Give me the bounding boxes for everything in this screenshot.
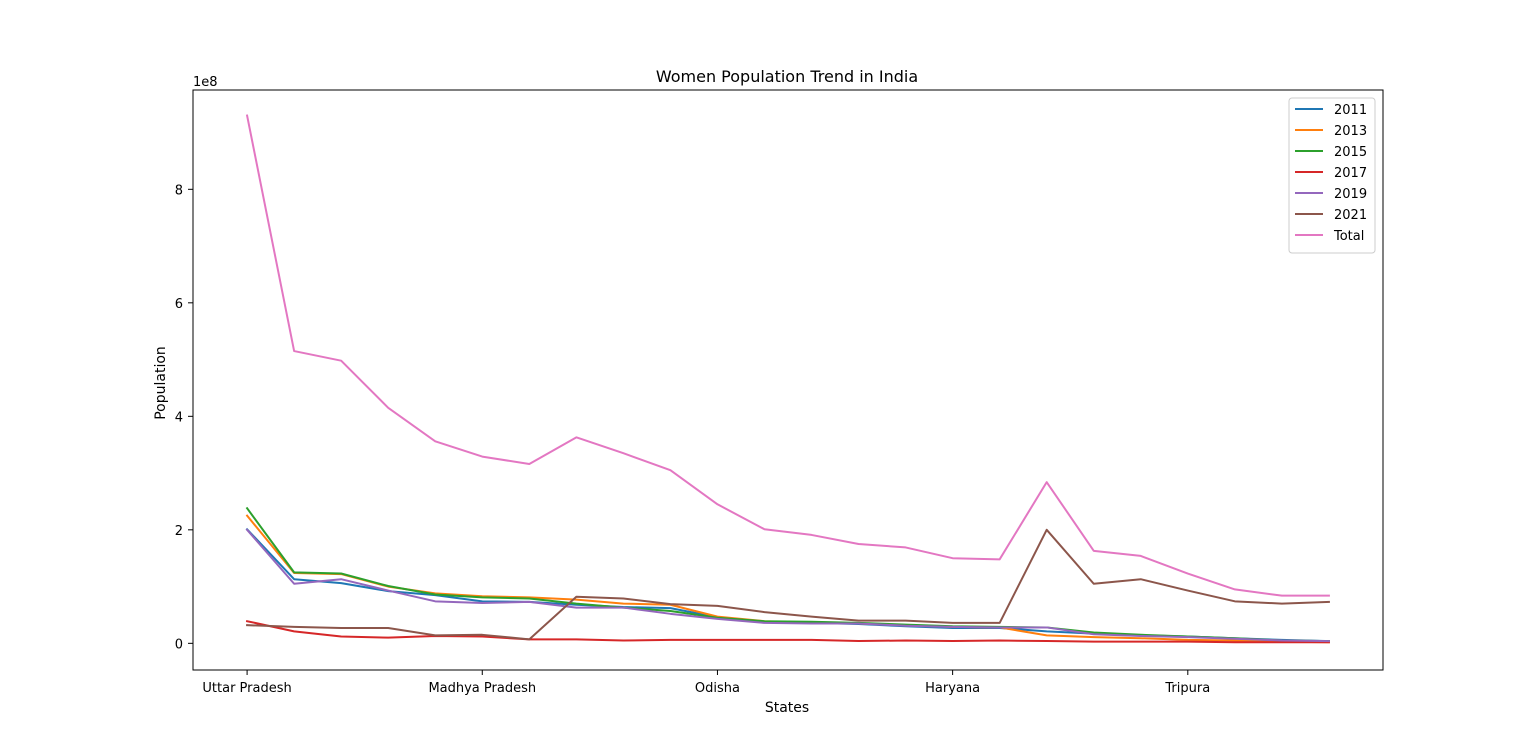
x-tick-label: Madhya Pradesh xyxy=(428,681,536,696)
y-tick-label: 6 xyxy=(175,297,183,312)
legend: 2011 2013 2015 2017 2019 2021 Total xyxy=(1288,97,1376,254)
y-tick-label: 2 xyxy=(175,524,183,539)
plot-area: 0 2 4 6 8 Uttar Pradesh Madhya Pradesh Odisha Ha… xyxy=(175,89,1384,696)
series-line-2017 xyxy=(245,620,1330,644)
legend-label-2013: 2013 xyxy=(1334,124,1367,139)
series-line-2021 xyxy=(246,528,1330,641)
legend-label-2019: 2019 xyxy=(1334,187,1367,202)
x-tick-label: Uttar Pradesh xyxy=(202,681,291,696)
series-line-2015 xyxy=(245,506,1330,643)
y-axis-offset-label: 1e8 xyxy=(193,75,218,90)
axes-frame xyxy=(192,89,1384,671)
x-tick-label: Tripura xyxy=(1164,681,1210,696)
legend-label-2011: 2011 xyxy=(1334,103,1367,118)
x-tick-label: Odisha xyxy=(695,681,740,696)
y-tick-label: 4 xyxy=(175,410,183,425)
series-line-2019 xyxy=(245,528,1330,643)
legend-label-2015: 2015 xyxy=(1334,145,1367,160)
y-tick-label: 8 xyxy=(175,183,183,198)
legend-label-2021: 2021 xyxy=(1334,208,1367,223)
x-axis-label: States xyxy=(765,700,809,716)
y-axis-label: Population xyxy=(153,346,169,420)
legend-label-total: Total xyxy=(1333,229,1364,244)
series-line-total xyxy=(245,114,1330,597)
x-tick-label: Haryana xyxy=(925,681,980,696)
chart-title: Women Population Trend in India xyxy=(656,67,918,86)
legend-label-2017: 2017 xyxy=(1334,166,1367,181)
y-tick-label: 0 xyxy=(175,637,183,652)
